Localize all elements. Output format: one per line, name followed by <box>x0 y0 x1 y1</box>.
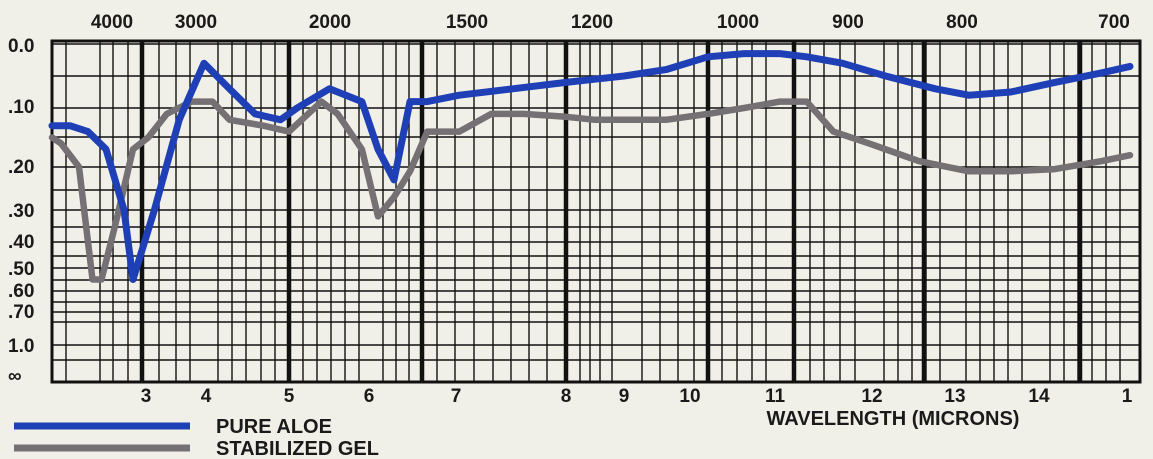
bottom-tick-label: 11 <box>765 386 786 407</box>
bottom-tick-label: 10 <box>679 386 700 407</box>
y-tick-label: ∞ <box>8 366 22 387</box>
bottom-tick-label: 12 <box>861 386 882 407</box>
y-tick-label: .40 <box>8 232 34 253</box>
legend: PURE ALOE STABILIZED GEL <box>14 416 379 459</box>
top-tick-label: 700 <box>1098 12 1130 33</box>
y-tick-label: .60 <box>8 281 34 302</box>
top-tick-label: 1500 <box>446 12 488 33</box>
legend-label-pure-aloe: PURE ALOE <box>216 416 332 438</box>
bottom-tick-label: 6 <box>364 386 375 407</box>
series-line-pure-aloe <box>48 50 1134 283</box>
plot-frame <box>50 39 1142 384</box>
bottom-tick-label: 5 <box>284 386 295 407</box>
top-tick-label: 1000 <box>717 12 759 33</box>
bottom-tick-label: 8 <box>561 386 572 407</box>
bottom-tick-label: 14 <box>1028 386 1050 407</box>
top-tick-label: 3000 <box>175 12 217 33</box>
top-tick-label: 4000 <box>91 12 133 33</box>
top-tick-label: 800 <box>946 12 978 33</box>
bottom-tick-label: 9 <box>619 386 630 407</box>
chart-grid <box>50 39 1142 384</box>
bottom-axis-ticks: 3 4 5 6 7 8 9 10 11 12 13 14 1 <box>141 386 1133 407</box>
top-tick-label: 1200 <box>571 12 613 33</box>
top-axis-ticks: 4000 3000 2000 1500 1200 1000 900 800 700 <box>91 12 1130 33</box>
top-tick-label: 900 <box>832 12 864 33</box>
x-axis-label: WAVELENGTH (MICRONS) <box>767 408 1020 430</box>
bottom-tick-label: 4 <box>201 386 212 407</box>
y-tick-label: .20 <box>8 157 34 178</box>
y-tick-label: .50 <box>8 259 34 280</box>
y-tick-label: .10 <box>8 97 34 118</box>
bottom-tick-label: 3 <box>141 386 152 407</box>
y-tick-label: 0.0 <box>8 36 34 57</box>
top-tick-label: 2000 <box>309 12 351 33</box>
series-line-stabilized-gel <box>48 98 1134 283</box>
y-tick-label: 1.0 <box>8 336 34 357</box>
y-tick-label: .30 <box>8 201 34 222</box>
y-axis-ticks: 0.0 .10 .20 .30 .40 .50.60.70 1.0 ∞ <box>8 36 34 387</box>
y-tick-label: .70 <box>8 302 34 323</box>
series-lines <box>48 50 1134 283</box>
legend-label-stabilized-gel: STABILIZED GEL <box>216 438 379 459</box>
bottom-tick-label: 1 <box>1122 386 1133 407</box>
bottom-tick-label: 7 <box>451 386 462 407</box>
bottom-tick-label: 13 <box>944 386 965 407</box>
